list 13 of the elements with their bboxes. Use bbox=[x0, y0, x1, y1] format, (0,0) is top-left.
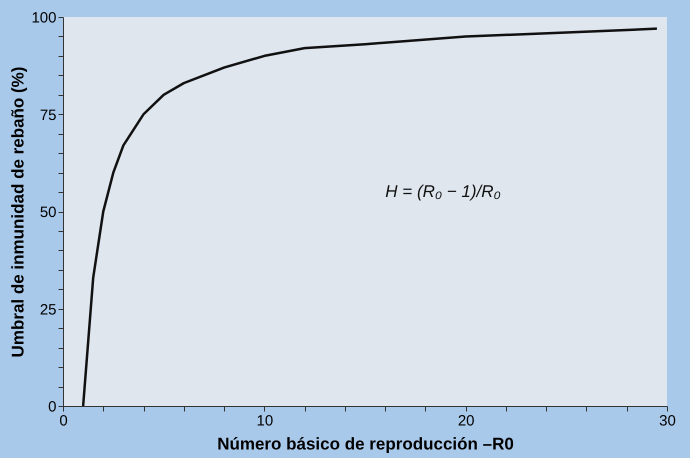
x-tick-label: 30 bbox=[659, 412, 676, 430]
y-tick-label: 50 bbox=[40, 204, 56, 221]
y-tick-label: 0 bbox=[48, 398, 56, 416]
x-tick-label: 10 bbox=[256, 412, 274, 430]
x-tick-label: 20 bbox=[458, 412, 475, 430]
y-tick-label: 25 bbox=[40, 301, 56, 318]
annotation: H = (R₀ − 1)/R₀ bbox=[385, 182, 501, 201]
y-tick-label: 100 bbox=[31, 10, 56, 26]
y-tick-label: 75 bbox=[40, 106, 56, 124]
y-axis-title: Umbral de inmunidad de rebaño (%) bbox=[8, 66, 28, 358]
x-tick-label: 0 bbox=[59, 412, 68, 430]
line-series bbox=[82, 27, 658, 408]
x-axis-title: Número básico de reproducción –R0 bbox=[217, 434, 514, 454]
